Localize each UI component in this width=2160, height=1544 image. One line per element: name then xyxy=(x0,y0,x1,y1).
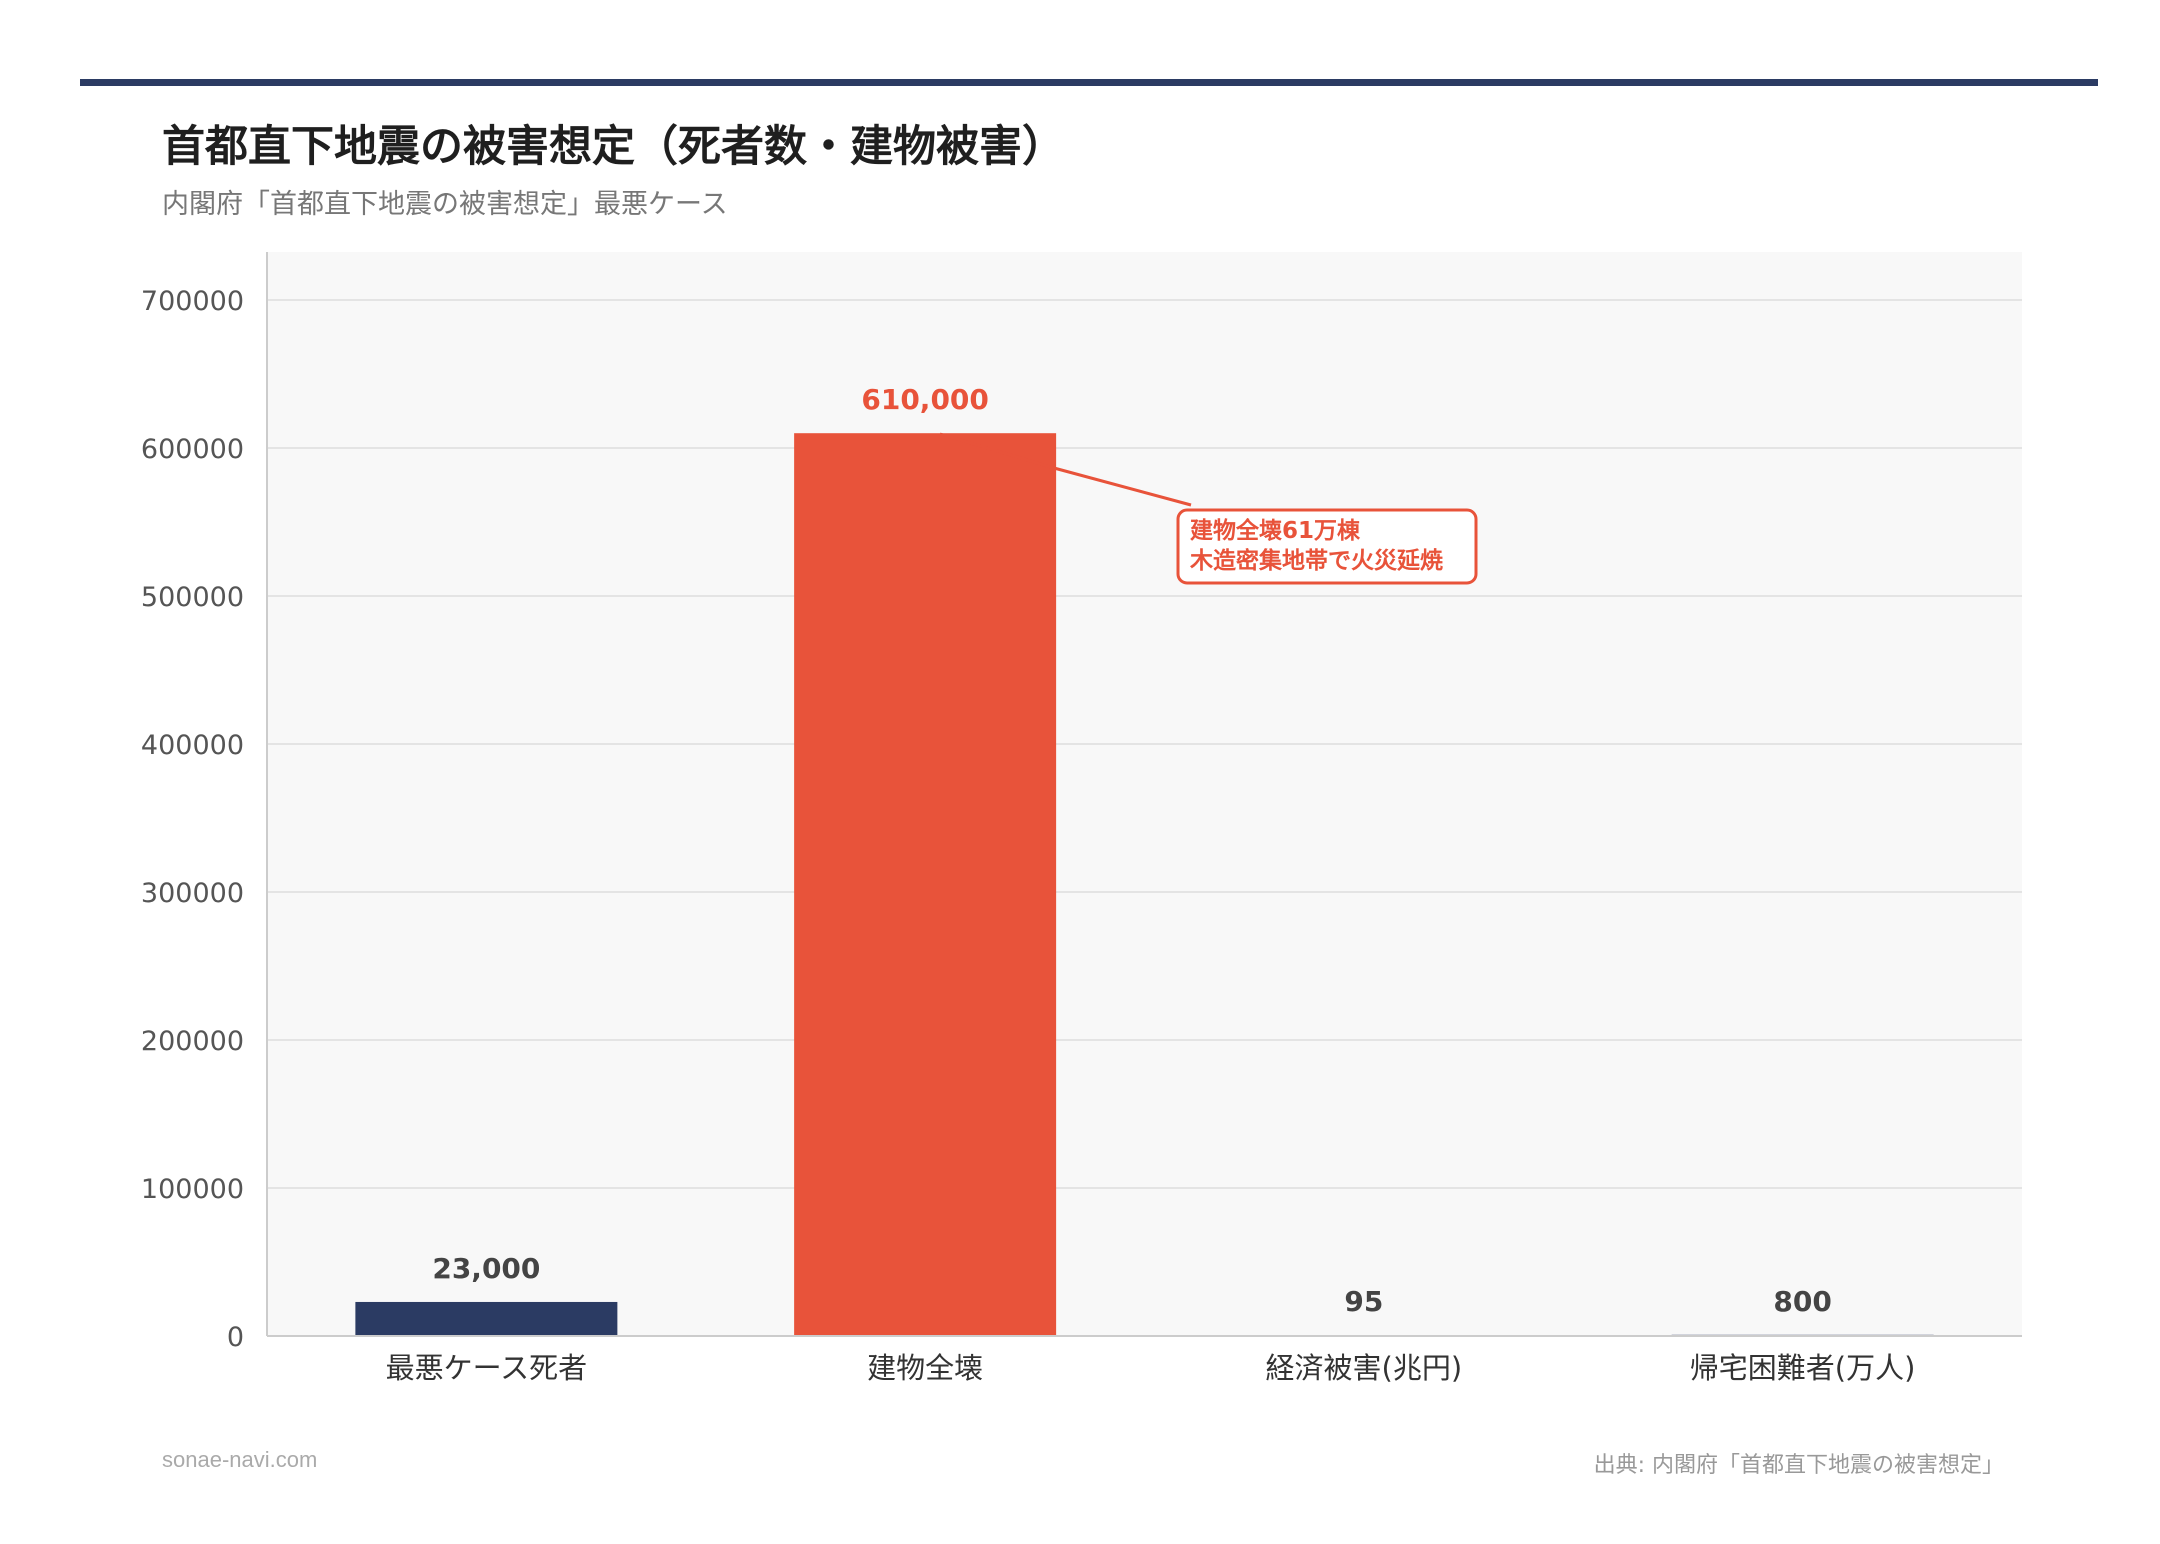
footer-source: 出典: 内閣府「首都直下地震の被害想定」 xyxy=(1593,1453,2004,1478)
y-tick-label: 0 xyxy=(227,1322,244,1353)
top-rule xyxy=(80,79,2098,86)
bars xyxy=(355,433,1934,1336)
annotation-box xyxy=(1176,508,1478,585)
y-tick-label: 400000 xyxy=(141,730,244,761)
chart-title: 首都直下地震の被害想定（死者数・建物被害） xyxy=(162,122,1065,172)
data-label-0: 23,000 xyxy=(432,1252,540,1285)
data-label-3: 800 xyxy=(1773,1285,1831,1318)
annotation-arrow xyxy=(939,432,1192,507)
data-label-1: 610,000 xyxy=(861,383,989,416)
y-tick-labels: 0 100000 200000 300000 400000 500000 600000 700… xyxy=(141,286,244,1353)
y-tick-label: 100000 xyxy=(141,1174,244,1205)
x-tick-label-2: 経済被害(兆円) xyxy=(1266,1351,1463,1385)
x-tick-label-3: 帰宅困難者(万人) xyxy=(1690,1351,1916,1385)
bar-0 xyxy=(355,1301,618,1336)
data-label-2: 95 xyxy=(1344,1285,1383,1318)
annotation-line-1: 建物全壊61万棟 xyxy=(1190,517,1361,544)
annotation-line-2: 木造密集地帯で火災延焼 xyxy=(1189,547,1443,574)
y-tick-label: 700000 xyxy=(141,286,244,317)
chart-subtitle: 内閣府「首都直下地震の被害想定」最悪ケース xyxy=(162,189,728,220)
y-tick-label: 300000 xyxy=(141,878,244,909)
x-tick-label-1: 建物全壊 xyxy=(867,1351,983,1385)
annotation: 建物全壊61万棟 木造密集地帯で火災延焼 xyxy=(939,432,1478,585)
y-tick-label: 500000 xyxy=(141,582,244,613)
y-tick-label: 200000 xyxy=(141,1026,244,1057)
x-tick-labels: 最悪ケース死者 建物全壊 経済被害(兆円) 帰宅困難者(万人) xyxy=(386,1351,1916,1385)
data-labels: 23,000 610,000 95 800 xyxy=(432,383,1832,1318)
footer-site: sonae-navi.com xyxy=(162,1447,318,1472)
x-tick-label-0: 最悪ケース死者 xyxy=(386,1351,588,1385)
y-tick-label: 600000 xyxy=(141,434,244,465)
plot-background xyxy=(267,252,2022,1336)
bar-1 xyxy=(794,433,1057,1336)
grid-lines xyxy=(267,299,2022,1189)
